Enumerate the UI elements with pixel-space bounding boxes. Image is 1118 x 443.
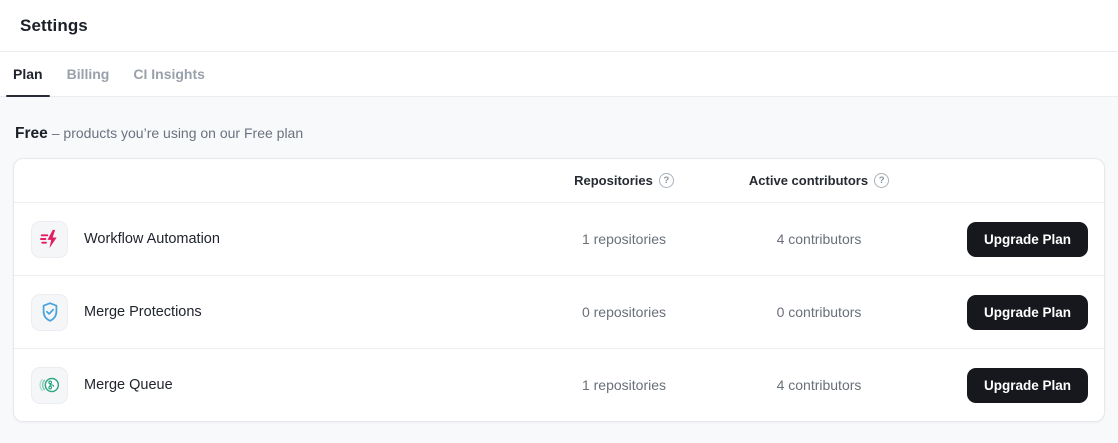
table-row-workflow-automation: Workflow Automation 1 repositories 4 con…: [14, 202, 1104, 275]
product-label: Merge Queue: [84, 377, 173, 393]
repositories-header-label: Repositories: [574, 173, 653, 188]
repositories-value: 1 repositories: [581, 231, 667, 247]
upgrade-plan-button-merge-protections[interactable]: Upgrade Plan: [966, 294, 1088, 330]
page-header: Settings: [0, 0, 1118, 52]
tab-ci-insights[interactable]: CI Insights: [133, 66, 205, 82]
plan-products-table: Repositories ? Active contributors ?: [13, 158, 1105, 422]
plan-description: – products you’re using on our Free plan: [51, 125, 304, 141]
table-header-row: Repositories ? Active contributors ?: [14, 159, 1104, 202]
upgrade-plan-button-merge-queue[interactable]: Upgrade Plan: [966, 367, 1088, 403]
tab-billing[interactable]: Billing: [66, 66, 110, 82]
contributors-header-label: Active contributors: [748, 173, 869, 188]
plan-settings-content: Free – products you’re using on our Free …: [0, 97, 1118, 422]
plan-name: Free: [15, 125, 48, 142]
page-title: Settings: [20, 15, 88, 35]
table-row-merge-queue: Merge Queue 1 repositories 4 contributor…: [14, 348, 1104, 421]
workflow-automation-icon: [31, 220, 68, 258]
contributors-value: 0 contributors: [776, 304, 862, 320]
product-label: Workflow Automation: [84, 231, 220, 247]
column-header-repositories: Repositories ?: [524, 173, 724, 188]
repositories-value: 1 repositories: [581, 377, 667, 393]
column-header-active-contributors: Active contributors ?: [724, 173, 914, 188]
product-label: Merge Protections: [84, 304, 202, 320]
repositories-value: 0 repositories: [581, 304, 667, 320]
merge-queue-icon: [31, 366, 68, 404]
contributors-value: 4 contributors: [776, 377, 862, 393]
tab-plan[interactable]: Plan: [6, 52, 50, 97]
settings-tab-bar: Plan Billing CI Insights: [0, 52, 1118, 97]
repositories-help-icon[interactable]: ?: [658, 173, 674, 188]
table-row-merge-protections: Merge Protections 0 repositories 0 contr…: [14, 275, 1104, 348]
upgrade-plan-button-workflow-automation[interactable]: Upgrade Plan: [966, 221, 1088, 257]
plan-summary: Free – products you’re using on our Free …: [15, 125, 1103, 143]
contributors-help-icon[interactable]: ?: [874, 173, 890, 188]
merge-protections-icon: [31, 293, 68, 331]
contributors-value: 4 contributors: [776, 231, 862, 247]
